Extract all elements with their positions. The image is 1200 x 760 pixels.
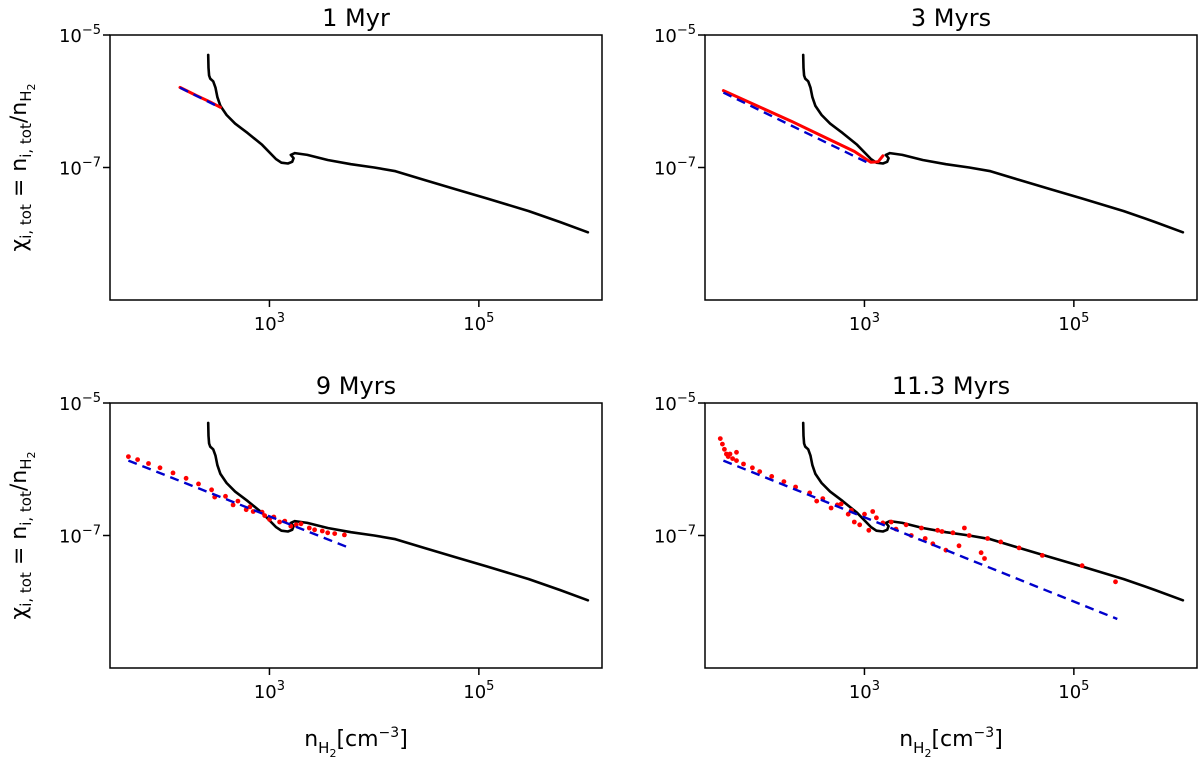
data-point <box>312 527 317 532</box>
y-tick-label: 10−5 <box>59 391 101 415</box>
data-point <box>967 533 972 538</box>
data-point <box>728 452 733 457</box>
data-point <box>935 528 940 533</box>
data-point <box>951 530 956 535</box>
data-point <box>857 522 862 527</box>
y-tick-label: 10−7 <box>59 524 101 548</box>
data-point <box>184 476 189 481</box>
fit-line <box>723 461 1117 619</box>
panel-2: 3 Myrs 103 105 10−5 10−7 <box>654 4 1197 335</box>
data-point <box>320 529 325 534</box>
panel-3: 9 Myrs 103 105 10−5 10−7 χi, tot = ni, tot/n… <box>7 372 602 760</box>
x-tick-label: 105 <box>1058 679 1089 703</box>
data-point <box>332 531 337 536</box>
x-tick-label: 105 <box>1058 311 1089 335</box>
y-tick-label: 10−7 <box>654 156 696 180</box>
x-axis-label: nH2[cm−3] <box>304 725 408 760</box>
data-curve <box>723 91 883 163</box>
data-point <box>342 533 347 538</box>
panel-title: 3 Myrs <box>911 4 991 32</box>
model-curve <box>208 55 588 232</box>
x-tick-label: 105 <box>463 311 494 335</box>
data-point <box>904 522 909 527</box>
panel-title: 11.3 Myrs <box>892 372 1010 400</box>
data-point <box>874 515 879 520</box>
model-curve <box>803 423 1183 600</box>
data-point <box>962 526 967 531</box>
fit-line <box>128 461 349 548</box>
data-point <box>814 499 819 504</box>
plot-frame <box>705 403 1197 668</box>
plot-area <box>180 55 588 232</box>
data-point <box>135 457 140 462</box>
y-axis-label: χi, tot = ni, tot/nH2 <box>7 451 38 619</box>
data-point <box>146 461 151 466</box>
data-point <box>325 530 330 535</box>
x-tick-label: 103 <box>254 311 285 335</box>
data-point <box>866 528 871 533</box>
data-point <box>307 526 312 531</box>
plot-frame <box>705 35 1197 300</box>
panel-title: 1 Myr <box>322 4 390 32</box>
x-axis-label: nH2[cm−3] <box>899 725 1003 760</box>
x-tick-label: 103 <box>849 679 880 703</box>
y-tick-label: 10−5 <box>654 391 696 415</box>
data-point <box>126 454 131 459</box>
data-point <box>1040 553 1045 558</box>
data-point <box>1080 563 1085 568</box>
data-point <box>957 543 962 548</box>
panel-title: 9 Myrs <box>316 372 396 400</box>
data-point <box>223 494 228 499</box>
data-point <box>277 520 282 525</box>
data-point <box>852 520 857 525</box>
data-point <box>718 436 723 441</box>
data-point <box>236 499 241 504</box>
data-point <box>299 521 304 526</box>
model-curve <box>803 55 1183 232</box>
y-tick-label: 10−5 <box>654 23 696 47</box>
data-point <box>889 520 894 525</box>
data-point <box>734 450 739 455</box>
data-point <box>171 471 176 476</box>
data-point <box>722 447 727 452</box>
data-point <box>940 529 945 534</box>
data-point <box>262 513 267 518</box>
plot-area <box>718 423 1183 619</box>
data-point <box>209 487 214 492</box>
data-point <box>720 442 725 447</box>
plot-area <box>126 423 588 600</box>
data-point <box>196 482 201 487</box>
data-point <box>862 512 867 517</box>
y-tick-label: 10−7 <box>654 524 696 548</box>
x-tick-label: 103 <box>254 679 285 703</box>
data-point <box>734 458 739 463</box>
x-tick-label: 105 <box>463 679 494 703</box>
panel-1: 1 Myr 103 105 10−5 10−7 χi, tot = ni, tot/nH… <box>7 4 602 335</box>
data-point <box>979 550 984 555</box>
data-point <box>919 526 924 531</box>
data-point <box>985 536 990 541</box>
plot-frame <box>110 403 602 668</box>
data-point <box>1017 546 1022 551</box>
y-tick-label: 10−5 <box>59 23 101 47</box>
plot-frame <box>110 35 602 300</box>
data-point <box>870 509 875 514</box>
x-tick-label: 103 <box>849 311 880 335</box>
fit-line <box>180 88 220 108</box>
fit-line <box>723 93 870 165</box>
model-curve <box>208 423 588 600</box>
data-point <box>1113 579 1118 584</box>
panel-4: 11.3 Myrs 103 105 10−5 10−7 nH2[cm−3] <box>654 372 1197 760</box>
data-point <box>741 462 746 467</box>
data-point <box>982 556 987 561</box>
data-point <box>750 465 755 470</box>
y-tick-label: 10−7 <box>59 156 101 180</box>
y-axis-label: χi, tot = ni, tot/nH2 <box>7 83 38 251</box>
data-point <box>839 502 844 507</box>
data-point <box>829 506 834 511</box>
data-point <box>998 540 1003 545</box>
data-point <box>158 465 163 470</box>
plot-area <box>723 55 1183 232</box>
